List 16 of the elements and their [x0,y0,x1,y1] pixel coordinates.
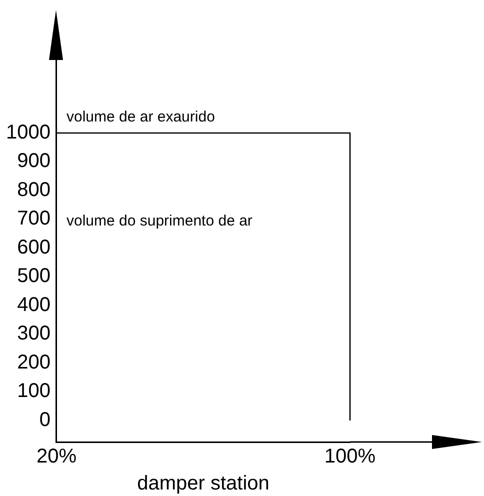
y-tick-label: 400 [17,294,50,316]
y-tick-label: 500 [17,265,50,288]
annotation: volume de ar exaurido [66,108,215,126]
annotation: volume do suprimento de ar [66,212,252,230]
y-tick-label: 0 [39,408,50,431]
y-tick-label: 200 [17,351,50,374]
y-tick-label: 300 [17,322,50,345]
y-tick-label: 700 [17,208,50,230]
x-tick-label: 20% [36,446,77,468]
y-tick-label: 900 [17,150,50,172]
y-tick-label: 1000 [6,122,50,144]
y-tick-label: 100 [17,380,50,402]
x-tick-label: 100% [324,446,376,468]
y-tick-label: 600 [17,236,50,258]
x-axis-title: damper station [137,472,270,495]
y-tick-label: 800 [17,178,50,201]
